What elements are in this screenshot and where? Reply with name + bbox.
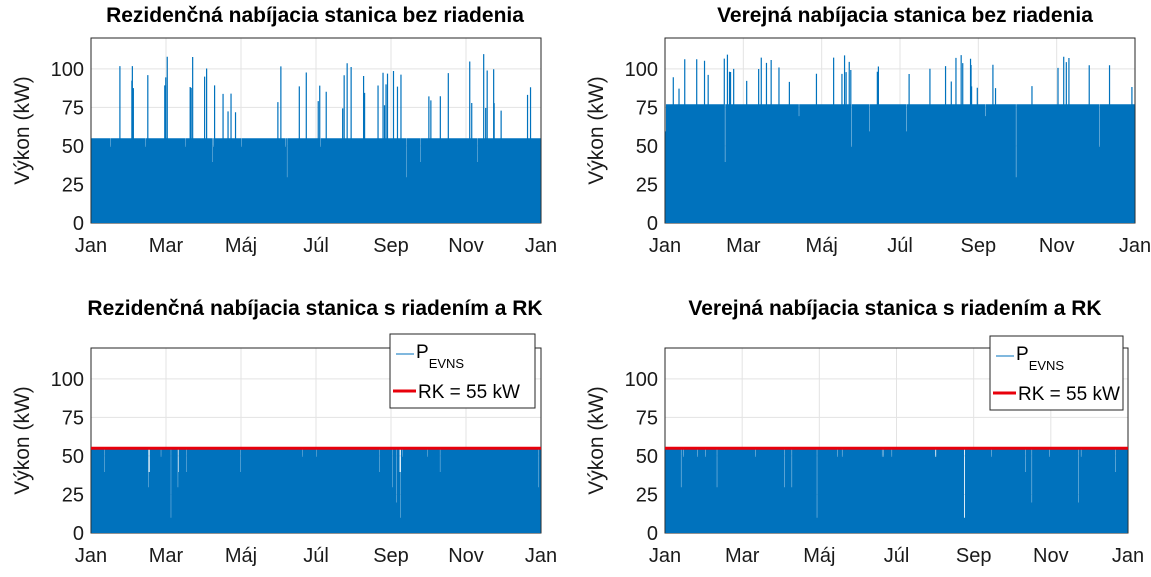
x-tick-label: Mar — [149, 545, 184, 567]
legend: PEVNS RK = 55 kW — [389, 333, 536, 409]
y-tick-label: 50 — [636, 136, 658, 158]
y-tick-label: 75 — [62, 407, 84, 429]
y-tick-label: 100 — [625, 59, 658, 81]
series-power-bars — [665, 54, 1135, 223]
y-tick-label: 75 — [636, 97, 658, 119]
legend-label-pevns: PEVNS — [416, 342, 464, 371]
chart-panel-2: Verejná nabíjacia stanica bez riadenia 0 2… — [585, 4, 1151, 257]
legend-label-rk: RK = 55 kW — [1018, 384, 1120, 405]
x-tick-label: Jan — [1119, 235, 1151, 257]
x-tick-label: Jan — [525, 545, 557, 567]
x-tick-label: Júl — [887, 235, 913, 257]
x-tick-label: Jan — [75, 545, 107, 567]
y-tick-label: 75 — [636, 407, 658, 429]
y-tick-label: 50 — [62, 136, 84, 158]
x-tick-label: Mar — [726, 235, 761, 257]
chart-title: Rezidenčná nabíjacia stanica bez riadeni… — [106, 4, 524, 27]
y-tick-label: 0 — [73, 213, 84, 235]
y-tick-label: 0 — [647, 213, 658, 235]
x-tick-label: Júl — [884, 545, 910, 567]
x-tick-label: Nov — [448, 545, 484, 567]
legend-label-main: P — [1016, 344, 1029, 365]
x-tick-label: Júl — [303, 235, 329, 257]
x-tick-label: Máj — [803, 545, 835, 567]
y-tick-label: 25 — [636, 174, 658, 196]
y-tick-label: 50 — [636, 446, 658, 468]
x-tick-label: Nov — [1039, 235, 1075, 257]
y-axis-label: Výkon (kW) — [585, 76, 608, 185]
y-axis-label: Výkon (kW) — [585, 386, 608, 495]
y-tick-label: 25 — [636, 484, 658, 506]
x-tick-label: Jan — [649, 235, 681, 257]
series-power-bars — [91, 54, 541, 223]
y-tick-label: 100 — [51, 59, 84, 81]
x-tick-label: Nov — [1033, 545, 1069, 567]
y-tick-label: 0 — [647, 523, 658, 545]
x-tick-label: Máj — [806, 235, 838, 257]
x-tick-label: Jan — [525, 235, 557, 257]
legend-label-sub: EVNS — [429, 356, 465, 371]
y-axis-label: Výkon (kW) — [11, 76, 34, 185]
x-tick-label: Júl — [303, 545, 329, 567]
x-tick-label: Nov — [448, 235, 484, 257]
chart-panel-1: Rezidenčná nabíjacia stanica bez riadeni… — [11, 4, 557, 257]
legend: PEVNS RK = 55 kW — [989, 335, 1124, 411]
chart-title: Verejná nabíjacia stanica s riadením a R… — [688, 297, 1101, 320]
y-tick-label: 100 — [625, 369, 658, 391]
y-tick-label: 25 — [62, 484, 84, 506]
y-tick-label: 25 — [62, 174, 84, 196]
y-tick-label: 50 — [62, 446, 84, 468]
x-tick-label: Mar — [149, 235, 184, 257]
legend-label-pevns: PEVNS — [1016, 344, 1064, 373]
chart-panel-4: Verejná nabíjacia stanica s riadením a R… — [585, 297, 1144, 567]
y-tick-label: 100 — [51, 369, 84, 391]
legend-label-rk: RK = 55 kW — [418, 382, 520, 403]
series-power-bars — [91, 448, 541, 533]
x-tick-label: Máj — [225, 545, 257, 567]
legend-box — [389, 333, 536, 409]
x-tick-label: Sep — [373, 235, 409, 257]
x-tick-label: Sep — [961, 235, 997, 257]
legend-box — [989, 335, 1124, 411]
x-tick-label: Mar — [725, 545, 760, 567]
x-tick-label: Sep — [956, 545, 992, 567]
x-tick-label: Jan — [75, 235, 107, 257]
x-tick-label: Jan — [649, 545, 681, 567]
x-tick-label: Máj — [225, 235, 257, 257]
y-tick-label: 75 — [62, 97, 84, 119]
legend-label-sub: EVNS — [1029, 358, 1065, 373]
chart-panel-3: Rezidenčná nabíjacia stanica s riadením … — [11, 297, 557, 567]
series-power-bars — [665, 448, 1128, 533]
x-tick-label: Jan — [1112, 545, 1144, 567]
y-axis-label: Výkon (kW) — [11, 386, 34, 495]
y-tick-label: 0 — [73, 523, 84, 545]
x-tick-label: Sep — [373, 545, 409, 567]
chart-title: Rezidenčná nabíjacia stanica s riadením … — [87, 297, 542, 320]
chart-title: Verejná nabíjacia stanica bez riadenia — [717, 4, 1093, 27]
legend-label-main: P — [416, 342, 429, 363]
